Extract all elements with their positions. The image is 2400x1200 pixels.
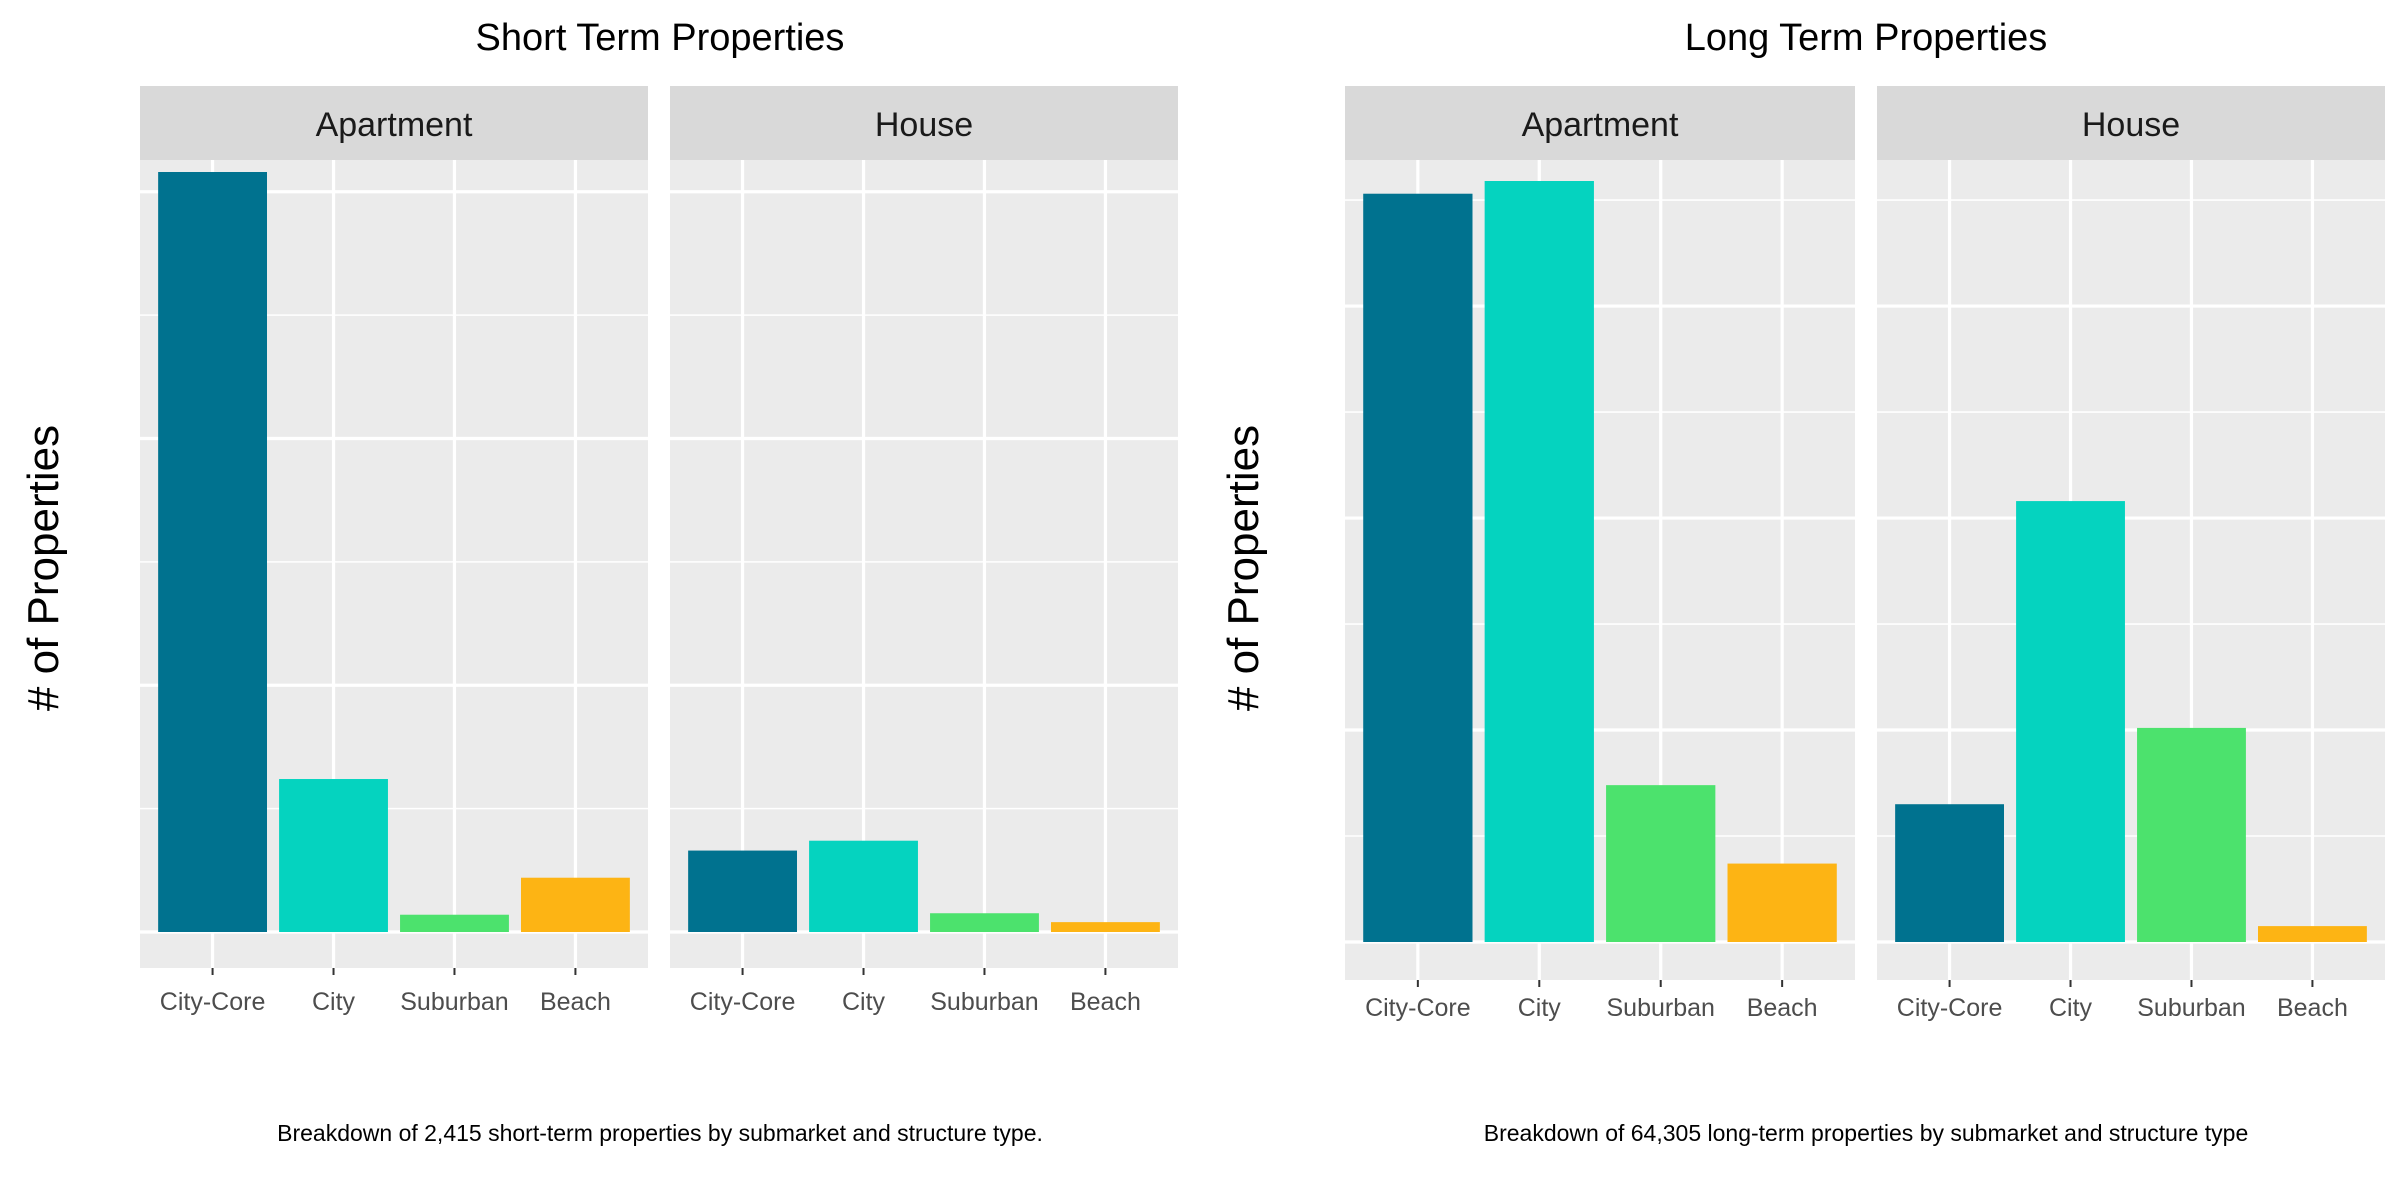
x-tick-label: Beach [2277,994,2348,1022]
x-tick-label: Suburban [1606,994,1714,1022]
panel-x-ticks: City-Core City Suburban Beach [1365,980,1818,1022]
bar-city-core [158,172,267,932]
short-term-facet-house: House City-Core City Suburban Beach [670,86,1178,1016]
x-tick-label: City-Core [1365,994,1471,1022]
bar-city [809,840,918,932]
bar-city-core [1895,804,2004,942]
x-tick-label: Beach [1747,994,1818,1022]
x-tick-label: City-Core [690,988,796,1016]
x-tick-label: City [312,988,356,1016]
facet-strip-label: Apartment [1522,106,1679,144]
long-term-chart: Long Term Properties # of Properties Apa… [1219,17,2385,1146]
panel-bars [1895,501,2367,942]
panel-bars [158,172,630,932]
x-tick-label: City-Core [1897,994,2003,1022]
facet-strip [1345,86,1855,160]
x-tick-label: Suburban [930,988,1038,1016]
bar-city-core [688,850,797,932]
facet-strip-label: Apartment [316,106,473,144]
panel-x-ticks: City-Core City Suburban Beach [690,968,1141,1016]
panel-bars [1363,181,1837,943]
x-tick-label: City [842,988,886,1016]
long-term-caption: Breakdown of 64,305 long-term properties… [1484,1120,2249,1146]
facet-strip [140,86,648,160]
short-term-y-axis-label: # of Properties [19,425,68,711]
bar-city [279,779,388,932]
x-tick-label: Beach [540,988,611,1016]
x-tick-label: City [1518,994,1562,1022]
short-term-chart: Short Term Properties # of Properties Ap… [19,17,1178,1146]
x-tick-label: City [2049,994,2093,1022]
facet-strip-label: House [2082,106,2180,144]
bar-beach [1727,863,1837,942]
x-tick-label: City-Core [160,988,266,1016]
plot-panel [670,160,1178,968]
x-tick-label: Beach [1070,988,1141,1016]
facet-strip [670,86,1178,160]
bar-beach [2258,926,2367,942]
bar-suburban [930,913,1039,932]
bar-city [1484,181,1594,942]
short-term-facet-apartment: Apartment City-Core City Suburban Beach [140,86,648,1016]
short-term-caption: Breakdown of 2,415 short-term properties… [277,1120,1043,1146]
long-term-facet-house: House City-Core City Suburban Beach [1877,86,2385,1022]
bar-beach [521,877,630,932]
long-term-title: Long Term Properties [1685,17,2048,59]
facet-strip-label: House [875,106,973,144]
bar-suburban [1606,785,1716,942]
panel-bars [688,840,1160,932]
bar-city [2016,501,2125,942]
panel-x-ticks: City-Core City Suburban Beach [160,968,611,1016]
bar-suburban [400,914,509,932]
long-term-y-axis-label: # of Properties [1219,425,1268,711]
panel-x-ticks: City-Core City Suburban Beach [1897,980,2348,1022]
bar-beach [1051,922,1160,932]
bar-suburban [2137,727,2246,942]
bar-city-core [1363,193,1473,943]
x-tick-label: Suburban [400,988,508,1016]
short-term-title: Short Term Properties [476,17,845,59]
facet-strip [1877,86,2385,160]
x-tick-label: Suburban [2137,994,2245,1022]
long-term-facet-apartment: Apartment City-Core City Suburban Beach [1345,86,1855,1022]
